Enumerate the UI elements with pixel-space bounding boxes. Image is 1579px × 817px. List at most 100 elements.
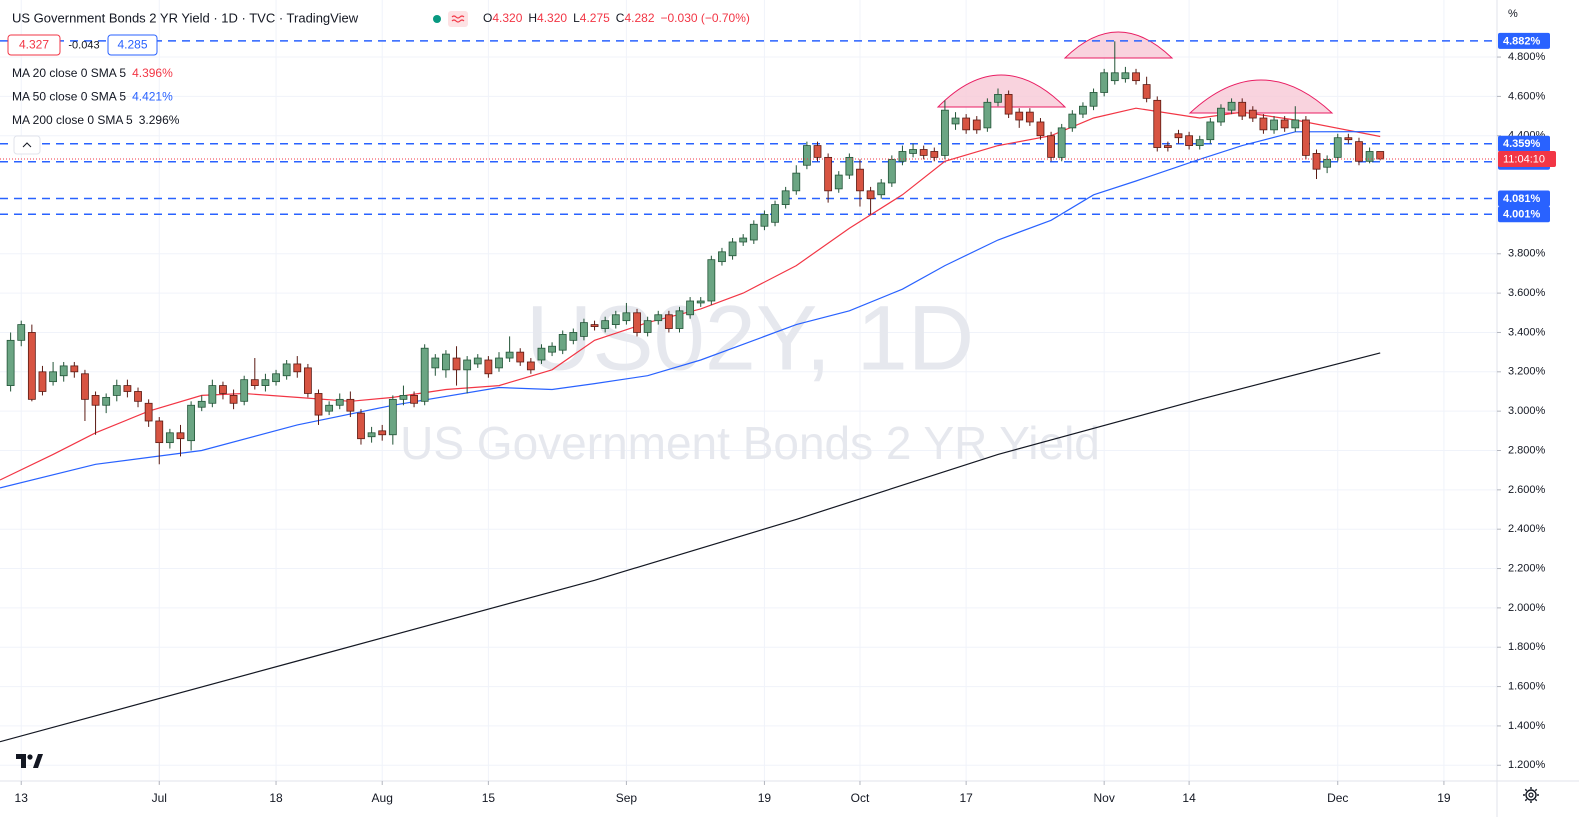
ohlc-value: 4.282 <box>624 11 654 25</box>
candle-body <box>219 385 227 394</box>
candle-body <box>505 351 514 359</box>
y-tick-label: 2.200% <box>1508 562 1546 574</box>
level-tag <box>1498 206 1550 223</box>
candle-body <box>771 204 779 223</box>
candle-body <box>1312 153 1321 170</box>
collapse-button[interactable] <box>13 135 41 155</box>
candle-body <box>739 237 748 243</box>
level-tag-label: 4.882% <box>1503 35 1541 47</box>
grid <box>0 0 1497 781</box>
x-tick-label: Nov <box>1093 791 1114 805</box>
candle-body <box>335 398 344 406</box>
spread: -0.043 <box>68 39 99 51</box>
x-tick-label: 19 <box>758 791 772 805</box>
candle-body <box>781 190 790 205</box>
candle-body <box>144 402 153 422</box>
watermark-description: US Government Bonds 2 YR Yield <box>400 417 1100 469</box>
candle-body <box>1004 94 1013 115</box>
candle-body <box>1068 113 1077 129</box>
level-tag-label: 4.359% <box>1503 138 1541 150</box>
x-tick-label: 15 <box>482 791 496 805</box>
candle-body <box>1323 158 1332 168</box>
x-tick-label: 17 <box>959 791 973 805</box>
candle-body <box>1333 137 1342 158</box>
settings-button[interactable] <box>1523 787 1539 803</box>
candle-body <box>1015 111 1024 121</box>
candle-body <box>134 391 142 402</box>
candle-body <box>325 404 334 412</box>
candle-body <box>346 398 355 412</box>
candle-body <box>898 151 907 162</box>
market-status[interactable] <box>433 15 441 23</box>
countdown: 11:04:10 <box>1503 153 1545 165</box>
candle-body <box>293 363 302 373</box>
candle-body <box>303 367 312 394</box>
candle-body <box>558 334 567 351</box>
candle-body <box>1025 111 1034 123</box>
candle-body <box>856 168 864 192</box>
plot <box>0 40 1497 743</box>
candle-body <box>1185 135 1194 146</box>
legend-name: MA 200 close 0 SMA 5 <box>12 113 133 127</box>
candle-body <box>123 385 132 392</box>
collapse-icon <box>22 142 32 148</box>
candle-body <box>675 310 684 329</box>
candle-body <box>1036 121 1045 137</box>
y-tick-label: 3.800% <box>1508 248 1546 260</box>
unit-label: % <box>1508 8 1518 20</box>
candle-body <box>1270 119 1278 131</box>
ohlc-change: −0.030 (−0.70%) <box>661 11 750 25</box>
candle-body <box>59 365 68 377</box>
x-tick-label: 19 <box>1437 791 1451 805</box>
candle-body <box>1153 99 1162 148</box>
candle-body <box>633 312 641 333</box>
candle-body <box>484 359 493 375</box>
data-delay-icon <box>451 15 465 23</box>
candle-body <box>1089 92 1098 107</box>
ohlc-key: C <box>616 11 625 25</box>
logo-part <box>27 754 33 760</box>
candle-body <box>314 393 323 416</box>
candle-body <box>834 174 843 190</box>
legend-name: MA 50 close 0 SMA 5 <box>12 90 126 104</box>
candle-body <box>410 395 418 404</box>
y-tick-label: 4.600% <box>1508 90 1546 102</box>
candle-body <box>962 117 971 131</box>
data-delay-badge[interactable] <box>448 11 468 27</box>
y-tick-label: 1.200% <box>1508 759 1546 771</box>
candle-body <box>601 320 610 329</box>
y-tick-label: 2.600% <box>1508 484 1546 496</box>
candle-body <box>442 353 450 371</box>
candle-body <box>877 182 886 196</box>
buy-button[interactable] <box>107 34 158 56</box>
logo-part <box>33 754 43 768</box>
candle-body <box>1110 72 1119 82</box>
x-tick-label: 18 <box>269 791 283 805</box>
candle-body <box>261 379 270 386</box>
ohlc-values: O4.320 H4.320 L4.275 C4.282 −0.030 (−0.70%) <box>483 11 750 25</box>
legend-value: 4.396% <box>132 66 173 80</box>
candle-body <box>802 145 811 166</box>
tradingview-logo <box>16 754 43 768</box>
candle-body <box>845 156 854 176</box>
candle-body <box>1217 107 1225 123</box>
candle-body <box>1344 137 1353 141</box>
candle-body <box>1238 101 1247 117</box>
logo-part <box>16 754 26 768</box>
candle-body <box>813 145 822 158</box>
candle-body <box>112 385 121 396</box>
candle-body <box>187 404 196 442</box>
y-tick-label: 3.200% <box>1508 366 1546 378</box>
candle-body <box>654 314 663 322</box>
candle-body <box>1355 141 1363 162</box>
candle-body <box>250 379 259 386</box>
candle-body <box>548 345 556 353</box>
candle-body <box>664 314 673 329</box>
sell-button[interactable] <box>7 34 61 56</box>
candle-body <box>6 339 15 386</box>
buy-price: 4.285 <box>117 38 147 52</box>
level-tag-label: 4.001% <box>1503 209 1541 221</box>
x-tick-label: Jul <box>152 791 167 805</box>
